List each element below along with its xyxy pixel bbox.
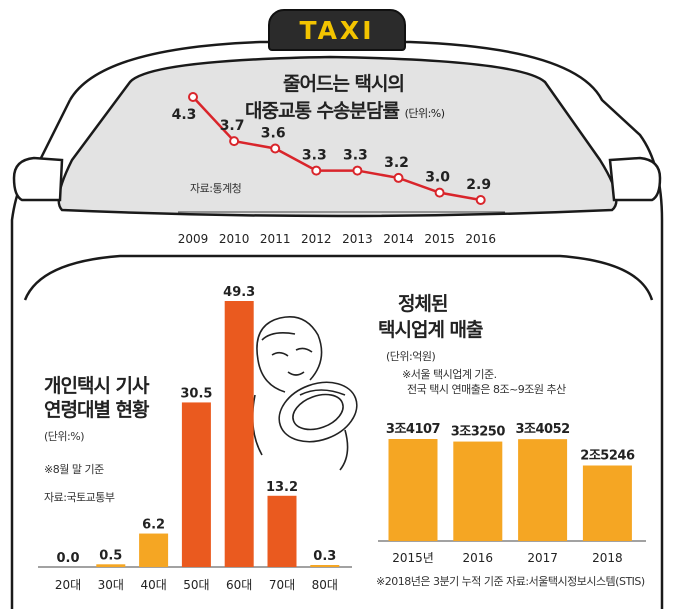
data-label: 13.2 bbox=[266, 480, 298, 495]
data-label: 3.0 bbox=[425, 170, 450, 186]
data-label: 2.9 bbox=[466, 177, 491, 193]
data-point bbox=[475, 195, 486, 205]
age-chart-note: ※8월 말 기준 bbox=[44, 463, 104, 476]
data-label: 3.2 bbox=[384, 155, 409, 171]
data-label: 3조3250 bbox=[451, 425, 506, 440]
bar bbox=[139, 533, 169, 567]
x-tick-label: 2010 bbox=[219, 232, 250, 246]
data-label: 2조5246 bbox=[580, 448, 635, 463]
x-tick-label: 50대 bbox=[183, 578, 209, 592]
x-tick-label: 2011 bbox=[260, 232, 291, 246]
x-tick-label: 2017 bbox=[527, 551, 558, 565]
revenue-chart-note-2: 전국 택시 연매출은 8조~9조원 추산 bbox=[407, 383, 566, 396]
data-point bbox=[393, 172, 404, 183]
x-tick-label: 30대 bbox=[98, 578, 124, 592]
bar bbox=[453, 441, 503, 541]
data-label: 3.3 bbox=[343, 148, 368, 164]
data-point bbox=[434, 187, 445, 198]
age-bar-chart: 0.0 20대 0.5 30대 6.2 40대 30.5 50대 49.3 60대 13.2 70대 0… bbox=[55, 285, 340, 592]
line-chart-unit: (단위:%) bbox=[404, 107, 445, 120]
x-tick-label: 80대 bbox=[312, 578, 338, 592]
data-label: 3.3 bbox=[302, 148, 327, 164]
x-tick-label: 70대 bbox=[269, 578, 295, 592]
bar bbox=[388, 439, 438, 541]
data-label: 6.2 bbox=[142, 518, 165, 533]
x-tick-label: 2012 bbox=[301, 232, 332, 246]
driver-sketch bbox=[251, 316, 358, 471]
bar bbox=[518, 439, 568, 541]
data-point bbox=[229, 136, 240, 147]
data-label: 0.5 bbox=[99, 548, 122, 563]
data-label: 3조4107 bbox=[386, 422, 441, 437]
data-label: 0.3 bbox=[313, 549, 336, 564]
data-label: 3조4052 bbox=[516, 422, 570, 437]
data-label: 30.5 bbox=[180, 386, 212, 401]
x-tick-label: 20대 bbox=[55, 578, 81, 592]
age-chart-title-1: 개인택시 기사 bbox=[44, 375, 149, 397]
x-tick-label: 2014 bbox=[383, 232, 414, 246]
revenue-chart-footnote: ※2018년은 3분기 누적 기준 자료:서울택시정보시스템(STIS) bbox=[376, 575, 645, 588]
data-point bbox=[270, 143, 281, 154]
x-tick-label: 2009 bbox=[178, 232, 209, 246]
hood-line bbox=[23, 254, 654, 301]
series-line bbox=[192, 96, 481, 202]
bar bbox=[310, 565, 340, 567]
x-tick-label: 2016 bbox=[463, 551, 494, 565]
data-label: 4.3 bbox=[172, 107, 197, 123]
revenue-chart-note-1: ※서울 택시업계 기준. bbox=[402, 368, 497, 381]
data-label: 3.7 bbox=[220, 118, 245, 134]
bar bbox=[96, 564, 126, 567]
data-label: 49.3 bbox=[223, 285, 255, 300]
x-tick-label: 2015년 bbox=[392, 551, 434, 565]
share-line-chart: 4.3 2009 3.7 2010 3.6 2011 3.3 2012 3.3 2013 3.2 20… bbox=[172, 92, 496, 246]
x-tick-label: 60대 bbox=[226, 578, 252, 592]
left-mirror bbox=[12, 156, 64, 202]
data-point bbox=[311, 165, 322, 176]
age-chart-title-2: 연령대별 현황 bbox=[44, 399, 149, 421]
data-point bbox=[188, 92, 198, 102]
line-chart-source: 자료:통계청 bbox=[190, 182, 242, 195]
revenue-bar-chart: 3조4107 2015년 3조3250 2016 3조4052 2017 2조5246 201… bbox=[386, 422, 636, 565]
right-mirror bbox=[608, 156, 662, 202]
data-label: 3.6 bbox=[261, 126, 286, 142]
x-tick-label: 40대 bbox=[140, 578, 166, 592]
x-tick-label: 2013 bbox=[342, 232, 373, 246]
bar bbox=[224, 301, 254, 567]
x-tick-label: 2016 bbox=[465, 232, 496, 246]
line-chart-title-1: 줄어드는 택시의 bbox=[283, 73, 405, 95]
revenue-chart-title-1: 정체된 bbox=[398, 293, 448, 315]
bar bbox=[582, 465, 632, 541]
x-tick-label: 2018 bbox=[592, 551, 623, 565]
bar bbox=[181, 402, 211, 567]
taxi-roof-sign: TAXI bbox=[268, 9, 406, 51]
bar bbox=[267, 495, 297, 567]
line-chart-title-2: 대중교통 수송분담률 (단위:%) bbox=[245, 100, 445, 122]
age-chart-source: 자료:국토교통부 bbox=[44, 491, 115, 504]
x-tick-label: 2015 bbox=[424, 232, 455, 246]
data-label: 0.0 bbox=[56, 551, 79, 566]
revenue-chart-unit: (단위:억원) bbox=[386, 350, 436, 363]
revenue-chart-title-2: 택시업계 매출 bbox=[378, 319, 483, 341]
age-chart-unit: (단위:%) bbox=[44, 430, 84, 443]
data-point bbox=[352, 165, 363, 176]
